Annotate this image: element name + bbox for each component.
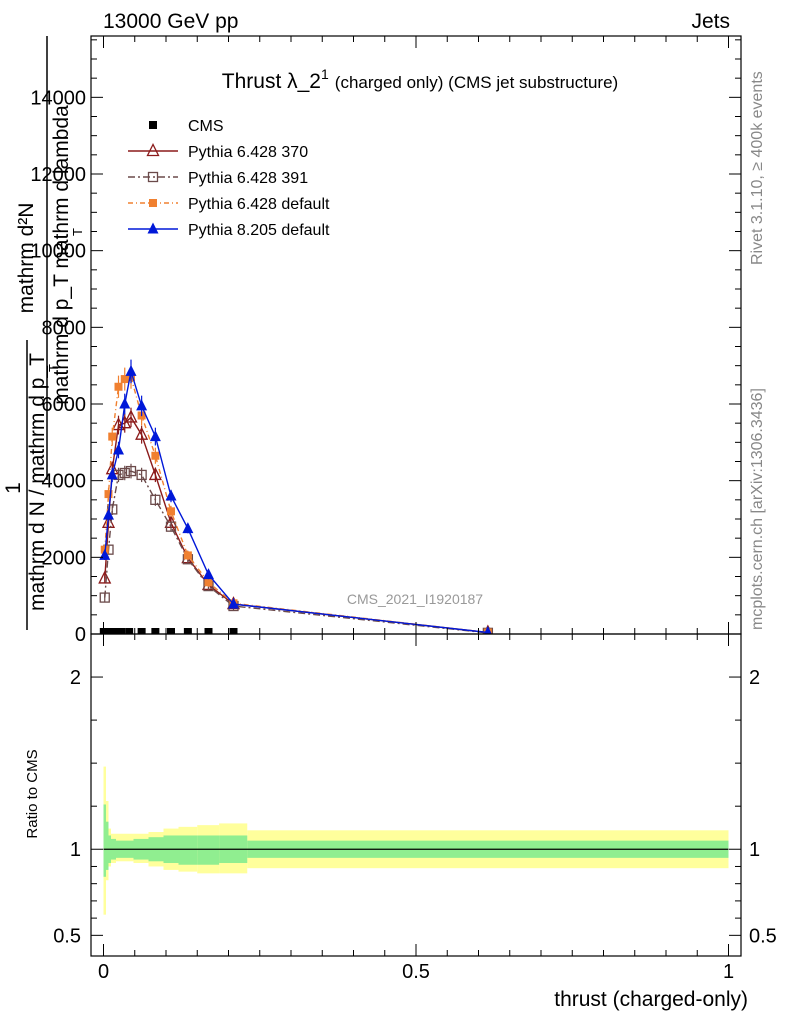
data-point-2-6 [136,469,147,481]
data-point-0-10 [204,628,213,634]
data-point-3-3 [114,382,123,391]
source-label: mcplots.cern.ch [arXiv:1306.3436] [749,388,766,630]
data-point-4-9 [182,522,194,534]
data-point-2-7 [150,494,161,505]
data-point-3-10 [204,578,213,587]
ratio-frame [90,633,742,957]
data-point-3-2 [108,432,117,441]
data-point-4-8 [165,489,177,501]
data-point-4-5 [125,364,137,376]
stat-uncertainty-band-0 [103,804,106,877]
category-label: Jets [691,10,730,33]
legend-marker-2 [147,171,159,183]
data-point-2-4 [119,467,130,479]
x-axis-label: thrust (charged-only) [554,988,748,1011]
data-point-3-9 [183,551,192,560]
y-tick-label: 10000 [30,241,86,263]
data-point-3-4 [120,375,129,384]
legend-label-1: Pythia 6.428 370 [188,144,308,161]
data-point-1-0 [98,570,112,584]
legend-item-0: CMS [149,118,224,135]
ratio-y-tick-label-left: 1 [70,839,81,861]
data-point-4-11 [228,597,239,609]
ylabel-bottom-subscript: T [46,364,61,372]
data-point-4-6 [136,399,148,411]
y-tick-label: 6000 [42,394,87,416]
y-tick-label: 8000 [42,317,87,339]
x-tick-label: 1 [723,961,734,983]
legend-marker-3 [149,199,157,207]
data-point-4-10 [203,568,214,580]
ratio-y-axis-label: Ratio to CMS [24,749,41,838]
y-tick-label: 4000 [42,471,87,493]
data-point-0-11 [229,628,238,634]
data-point-0-6 [137,628,146,634]
analysis-label: CMS_2021_I1920187 [347,591,483,607]
stat-uncertainty-band-9 [178,835,198,865]
energy-label: 13000 GeV pp [103,10,238,33]
ylabel-top-subscript: T [70,228,85,236]
data-point-0-7 [151,628,160,634]
data-point-1-7 [148,466,162,481]
chart-title-subtitle: (charged only) (CMS jet substructure) [335,73,618,92]
data-point-4-12 [483,625,492,634]
data-point-2-8 [165,521,177,532]
ratio-y-tick-label-left: 0.5 [53,925,81,947]
data-point-0-4 [117,628,125,634]
y-tick-label: 14000 [30,87,86,109]
x-tick-label: 0.5 [402,961,430,983]
chart-title-superscript: 1 [321,66,329,82]
data-point-1-5 [124,409,138,423]
data-point-0-5 [125,628,134,634]
legend-item-2: Pythia 6.428 391 [128,170,308,187]
y-tick-label: 0 [75,624,86,646]
data-point-4-3 [113,443,124,455]
data-point-2-0 [99,592,110,603]
ylabel-bottom-denominator: mathrm d N / mathrm d p_T [26,353,49,611]
data-point-0-8 [167,628,175,634]
data-point-4-4 [119,397,131,409]
version-label: Rivet 3.1.10, ≥ 400k events [749,71,766,265]
data-point-3-1 [104,490,113,499]
data-point-1-6 [135,426,149,440]
data-point-0-9 [183,628,192,634]
chart-title: Thrust λ_21 (charged only) (CMS jet subst… [222,66,618,93]
data-point-2-5 [125,465,137,477]
legend-item-3: Pythia 6.428 default [128,196,330,213]
y-tick-label: 2000 [42,547,87,569]
main-y-axis-label: mathrm d²N mathrm d p_T mathrm d lambda … [2,36,85,630]
legend-label-0: CMS [188,118,224,135]
legend-label-4: Pythia 8.205 default [188,222,330,239]
data-point-4-7 [149,430,161,442]
y-tick-label: 12000 [30,164,86,186]
data-point-4-1 [103,508,114,520]
data-point-3-7 [151,451,160,460]
stat-uncertainty-band-10 [197,835,220,865]
ratio-y-tick-label-left: 2 [70,667,81,689]
ylabel-top-numerator: mathrm d²N [15,203,38,314]
data-point-0-2 [106,628,115,634]
data-point-3-8 [167,507,175,516]
legend-marker-4 [147,222,159,234]
data-point-0-3 [111,628,120,634]
ylabel-bottom-numerator: 1 [2,482,25,494]
stat-uncertainty-band-1 [106,821,109,870]
legend-item-1: Pythia 6.428 370 [128,143,308,161]
legend-marker-1 [146,143,160,157]
ratio-y-tick-label-right: 2 [749,667,760,689]
data-point-4-2 [106,468,118,480]
chart-title-main: Thrust λ_2 [222,70,321,93]
legend-label-2: Pythia 6.428 391 [188,170,308,187]
ylabel-top-denominator: mathrm d p_T mathrm d lambda [50,105,73,405]
legend: CMS Pythia 6.428 370 Pythia 6.428 391 Pythi… [128,118,330,239]
x-tick-label: 0 [98,961,109,983]
legend-item-4: Pythia 8.205 default [128,222,330,239]
series-4 [99,359,492,634]
legend-marker-0 [149,121,157,129]
series-0 [99,628,492,634]
ratio-y-tick-label-right: 0.5 [749,925,777,947]
ratio-y-tick-label-right: 1 [749,839,760,861]
legend-label-3: Pythia 6.428 default [188,196,330,213]
